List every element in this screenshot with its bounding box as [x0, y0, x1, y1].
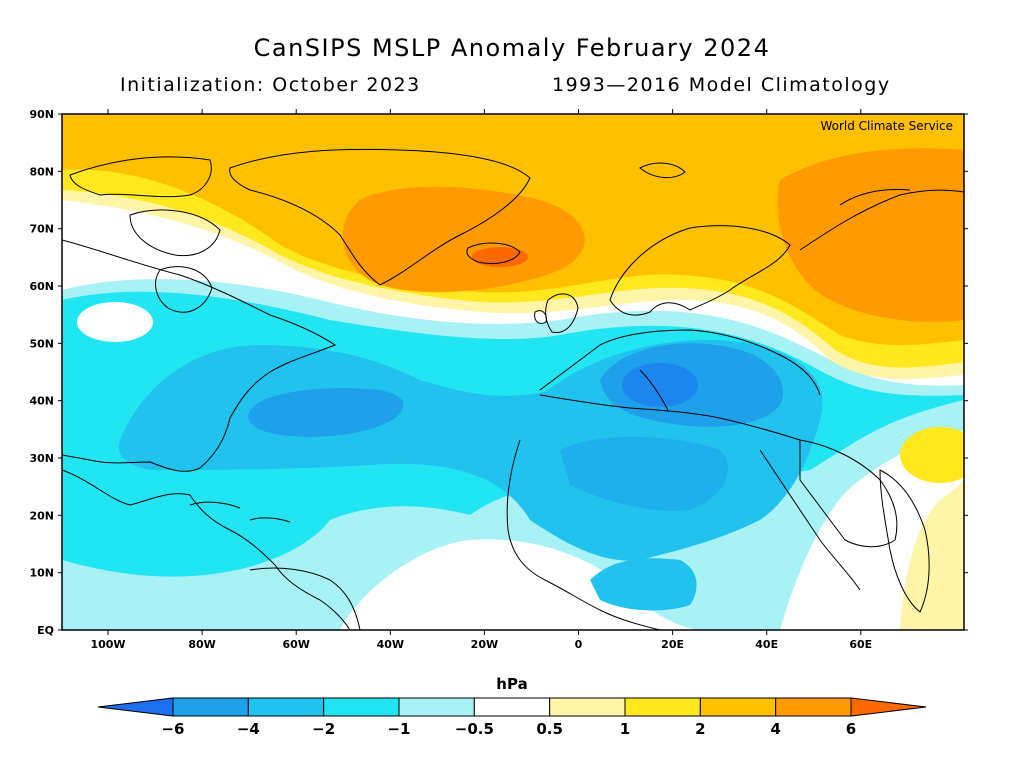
coast-south-america: [249, 567, 361, 630]
coast-central-america: [62, 469, 351, 630]
lon-label: 0: [575, 638, 583, 651]
colorbar-tick-label: 6: [846, 720, 856, 738]
field-lightcyan-south: [62, 400, 964, 630]
coast-hudson-bay: [155, 266, 213, 313]
colorbar-segment: [172, 697, 249, 717]
lat-label: 70N: [29, 223, 54, 236]
colorbar-segment: [775, 697, 852, 717]
colorbar-segment: [699, 697, 777, 717]
lat-label: 60N: [29, 280, 54, 293]
colorbar-tick-label: 4: [770, 720, 780, 738]
lat-label: 30N: [29, 452, 54, 465]
field-paleyellow-india: [900, 480, 964, 630]
credit-label: World Climate Service: [820, 119, 953, 133]
colorbar-tick-label: 0.5: [536, 720, 563, 738]
colorbar-segment: [323, 697, 400, 717]
coast-baffin: [129, 209, 221, 257]
coast-mediterranean-south: [539, 394, 801, 441]
lon-label: 100W: [90, 638, 125, 651]
coast-red-sea: [759, 449, 861, 591]
lon-label: 20W: [471, 638, 498, 651]
colorbar-tick-label: −6: [161, 720, 184, 738]
colorbar-tick-label: −2: [312, 720, 335, 738]
colorbar-segment: [473, 697, 551, 717]
coast-hispaniola: [249, 517, 291, 523]
coast-russia: [799, 189, 964, 251]
lat-label: EQ: [37, 624, 54, 637]
lon-label: 40W: [377, 638, 404, 651]
lon-label: 40E: [755, 638, 778, 651]
coast-scandinavia: [609, 225, 791, 316]
coast-svalbard: [639, 162, 686, 178]
field-yellow-india: [900, 427, 964, 483]
field-deeporange: [472, 247, 528, 267]
colorbar-arrow-low: [97, 697, 174, 717]
field-neutral-canada: [77, 302, 153, 342]
colorbar-tick-label: 2: [695, 720, 705, 738]
lat-label: 40N: [29, 395, 54, 408]
lon-label: 60W: [282, 638, 309, 651]
colorbar-tick-label: −0.5: [455, 720, 494, 738]
lat-label: 20N: [29, 509, 54, 522]
field-darkblue-sahara: [560, 436, 729, 511]
colorbar-segment: [624, 697, 701, 717]
lat-label: 80N: [29, 165, 54, 178]
coast-west-africa: [506, 439, 661, 630]
coast-ireland: [534, 310, 547, 325]
colorbar-tick-label: −4: [237, 720, 260, 738]
colorbar-segment: [247, 697, 325, 717]
field-orange-greenland: [342, 186, 585, 293]
lon-label: 60E: [849, 638, 872, 651]
coast-india: [879, 469, 930, 613]
coast-iceland: [466, 242, 521, 265]
coastlines: [62, 148, 964, 630]
coast-italy: [639, 369, 669, 411]
initialization-label: Initialization: October 2023: [120, 74, 421, 96]
lat-label: 10N: [29, 567, 54, 580]
field-neutral-atlantic: [340, 539, 700, 630]
lon-label: 20E: [661, 638, 684, 651]
field-deepblue: [622, 363, 698, 407]
coast-novaya-zemlya: [839, 189, 911, 206]
colorbar-arrow-high: [850, 697, 927, 717]
colorbar-unit: hPa: [496, 675, 527, 693]
coast-arctic-islands: [69, 156, 212, 198]
colorbar-segment: [398, 697, 475, 717]
field-darkblue-atlantic: [248, 388, 404, 437]
plot-frame: [61, 113, 965, 631]
lat-label: 50N: [29, 337, 54, 350]
colorbar-segment: [549, 697, 626, 717]
lon-label: 80W: [188, 638, 215, 651]
colorbar-tick-label: 1: [620, 720, 630, 738]
coast-europe: [539, 329, 821, 396]
coast-greenland: [229, 148, 531, 286]
coast-arabia: [799, 439, 898, 548]
field-blue-africa: [590, 558, 697, 611]
colorbar: hPa −6 −4 −2 −1 −0.5 0.5 1 2 4 6: [97, 675, 927, 738]
map-title: CanSIPS MSLP Anomaly February 2024: [253, 34, 771, 62]
coast-cuba: [189, 501, 241, 509]
longitude-axis: 100W 80W 60W 40W 20W 0 20E 40E 60E: [90, 109, 872, 651]
lat-label: 90N: [29, 108, 54, 121]
latitude-axis: 90N 80N 70N 60N 50N 40N 30N 20N 10N EQ: [29, 108, 968, 637]
coast-north-america: [62, 239, 337, 472]
colorbar-tick-label: −1: [387, 720, 410, 738]
anomaly-field: [62, 114, 964, 630]
climatology-label: 1993—2016 Model Climatology: [552, 74, 891, 96]
